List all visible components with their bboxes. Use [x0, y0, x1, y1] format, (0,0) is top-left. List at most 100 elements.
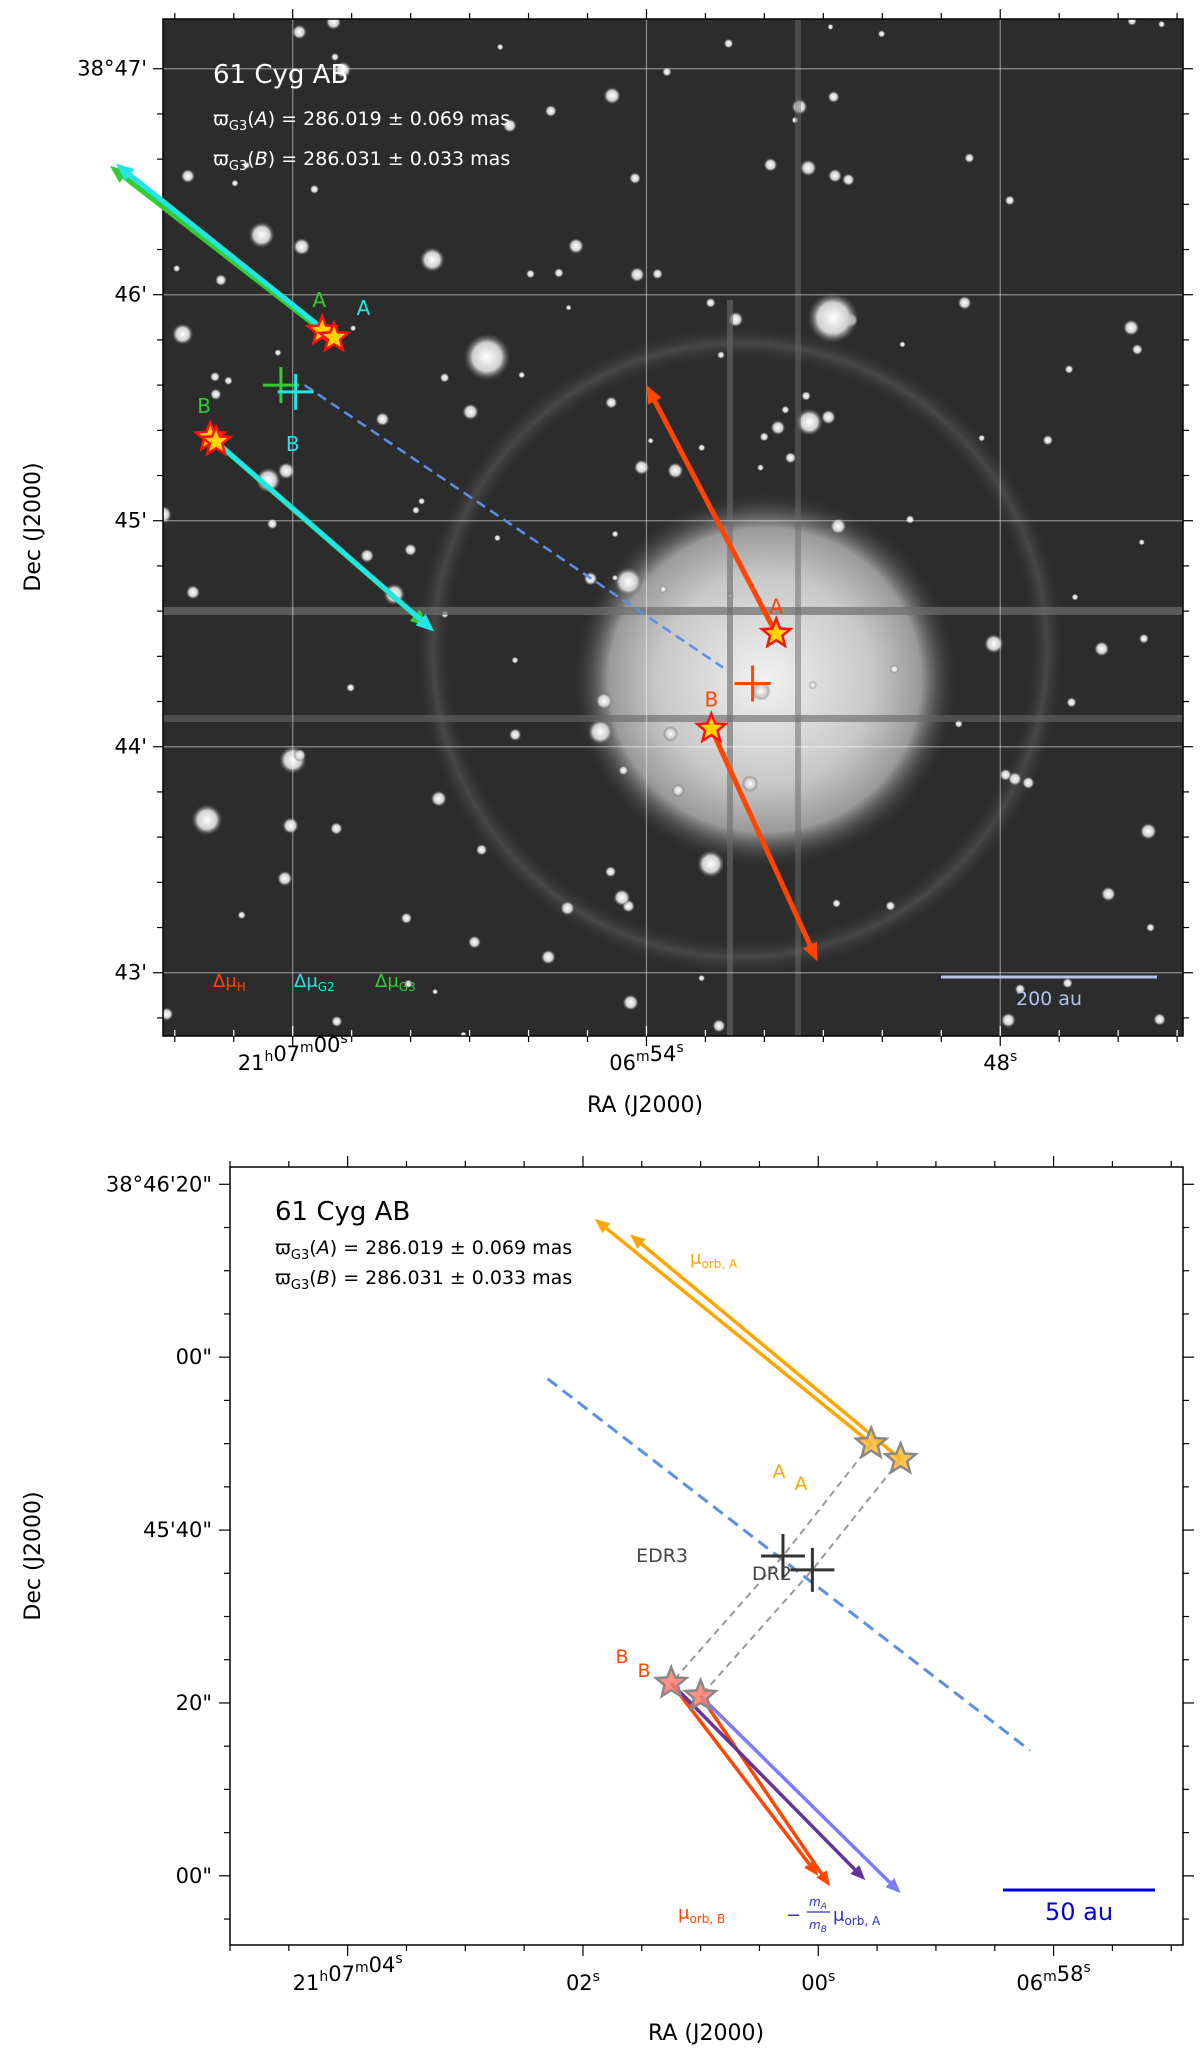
star-marker-3	[198, 423, 234, 457]
background-star	[1000, 1012, 1016, 1028]
bottom-panel: 61 Cyg AB ϖG3(A) = 286.019 ± 0.069 mas ϖ…	[21, 1156, 1194, 2046]
center-of-mass-line	[546, 1377, 1031, 1752]
parallax-B-label: ϖG3(B) = 286.031 ± 0.033 mas	[213, 148, 510, 174]
background-star	[1139, 822, 1157, 840]
y-tick-label: 00"	[176, 1345, 212, 1369]
background-star	[171, 323, 194, 346]
background-star	[1094, 641, 1110, 657]
background-star	[248, 221, 275, 249]
background-star	[1122, 319, 1140, 337]
center-of-mass-line	[303, 384, 724, 669]
background-star	[1014, 983, 1026, 995]
background-star	[565, 304, 572, 311]
background-star	[360, 548, 375, 563]
y-tick-labels: 38°47' 46' 45' 44' 43'	[77, 57, 147, 985]
arrow-1-G2-shaft	[128, 172, 336, 340]
parallax-A-label-bottom: ϖG3(A) = 286.019 ± 0.069 mas	[275, 1237, 572, 1263]
arrow-4-H-shaft	[652, 399, 779, 635]
y-axis-label: Dec (J2000)	[21, 462, 46, 591]
y-tick-label: 20"	[176, 1691, 212, 1715]
star-label-h_B: B	[704, 688, 718, 712]
background-star	[309, 184, 320, 194]
background-stars	[163, 19, 1166, 1036]
background-star	[214, 274, 227, 287]
background-star	[611, 530, 619, 538]
background-star	[404, 543, 417, 557]
x-tick-label: 21h07m04s	[293, 1951, 403, 1995]
arrow-3-orbB-head	[816, 1870, 831, 1887]
background-star	[209, 371, 221, 382]
background-star	[400, 912, 413, 924]
background-star	[419, 247, 445, 273]
background-star	[237, 911, 246, 920]
object-title: 61 Cyg AB	[213, 60, 348, 90]
arrow-5-mAmBorbA	[699, 1694, 901, 1894]
background-star	[877, 30, 886, 38]
background-star	[757, 464, 764, 472]
star-label-h_A: A	[769, 595, 783, 619]
background-star	[827, 90, 840, 103]
background-star	[460, 1031, 467, 1036]
star-B-label-2: B	[637, 1660, 650, 1682]
diffraction-spike-h2	[163, 715, 1183, 722]
background-star	[463, 333, 511, 381]
background-star	[622, 994, 639, 1011]
y-tick-label: 00"	[176, 1864, 212, 1888]
diffraction-spike-v1	[727, 300, 733, 1036]
arrow-3-G2	[214, 439, 435, 632]
arrow-2-orbB-shaft	[669, 1682, 811, 1865]
mu-orb-A-label: μorb, A	[690, 1248, 738, 1271]
background-star	[544, 104, 557, 118]
background-star	[191, 803, 223, 836]
background-star	[526, 269, 535, 279]
background-star	[741, 775, 759, 792]
arrow-3-orbB-shaft	[699, 1695, 824, 1875]
background-star	[554, 268, 564, 278]
background-star	[412, 506, 420, 515]
x-axis-label: RA (J2000)	[587, 1093, 703, 1118]
background-star	[1100, 886, 1116, 902]
background-star	[698, 974, 706, 982]
background-star	[180, 168, 196, 184]
chart-marks: A A B B A B	[109, 163, 818, 962]
background-star	[983, 633, 1004, 654]
arrow-5-mAmBorbA-shaft	[699, 1694, 892, 1884]
background-star	[567, 237, 585, 255]
background-star	[163, 505, 173, 524]
y-tick-label: 43'	[115, 961, 148, 985]
background-star	[274, 349, 282, 357]
background-star	[231, 179, 239, 187]
background-star	[662, 726, 679, 742]
background-star	[1042, 434, 1054, 446]
background-star	[603, 86, 621, 105]
background-star	[633, 459, 650, 476]
background-star	[899, 341, 906, 348]
background-star	[185, 585, 201, 600]
background-star	[403, 979, 413, 989]
background-star	[808, 680, 817, 690]
x-tick-labels: 21h07m00s 06m54s 48s	[238, 1031, 1018, 1075]
background-star	[1138, 539, 1145, 546]
background-star	[334, 61, 352, 79]
background-star	[293, 748, 307, 762]
background-star	[652, 268, 663, 280]
diffraction-spike-v2	[795, 19, 801, 1036]
svg-text:−: −	[786, 1905, 801, 1926]
star-label-dr2_A: A	[357, 296, 371, 320]
background-star	[266, 518, 278, 530]
background-star	[889, 664, 899, 674]
background-star	[885, 900, 896, 912]
background-star	[349, 325, 357, 332]
scalebar-label: 200 au	[1016, 988, 1082, 1010]
background-star	[375, 412, 390, 427]
x-tick-label: 48s	[983, 1049, 1017, 1075]
background-star	[467, 935, 482, 949]
parallax-B-label-bottom: ϖG3(B) = 286.031 ± 0.033 mas	[275, 1267, 572, 1293]
star-A-label-2: A	[795, 1473, 808, 1495]
y-tick-label: 38°47'	[77, 57, 147, 81]
background-star	[432, 988, 439, 995]
x-tick-label: 21h07m00s	[238, 1031, 348, 1075]
background-star	[1064, 364, 1074, 374]
background-star	[905, 515, 915, 524]
background-star	[842, 173, 855, 187]
